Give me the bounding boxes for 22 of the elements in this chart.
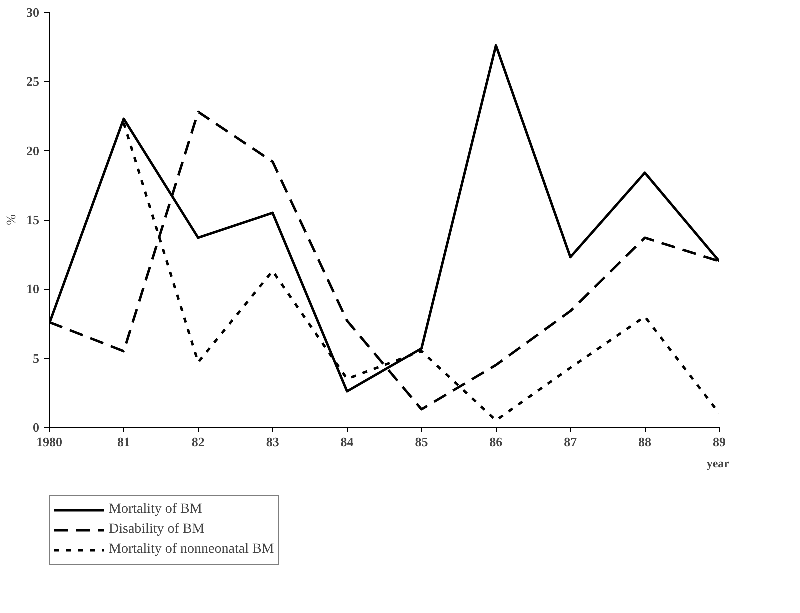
legend-label: Mortality of nonneonatal BM xyxy=(109,542,274,558)
x-axis-title: year xyxy=(706,456,730,470)
y-tick-label: 25 xyxy=(26,74,40,90)
y-tick-label: 5 xyxy=(33,350,40,366)
y-tick-label: 15 xyxy=(26,212,40,228)
legend-label: Mortality of BM xyxy=(109,502,202,518)
x-tick-label: 81 xyxy=(117,434,130,450)
x-tick-label: 86 xyxy=(490,434,504,450)
y-tick-label: 10 xyxy=(26,282,40,297)
x-tick-label: 1980 xyxy=(36,434,62,450)
x-tick-label: 85 xyxy=(415,434,429,450)
x-tick-label: 82 xyxy=(192,434,205,450)
x-tick-label: 83 xyxy=(266,434,280,450)
y-axis-title: % xyxy=(4,214,18,226)
x-tick-label: 88 xyxy=(638,434,652,450)
y-tick-label: 20 xyxy=(26,143,40,158)
x-tick-label: 84 xyxy=(340,434,354,450)
x-tick-label: 87 xyxy=(564,434,578,450)
legend-label: Disability of BM xyxy=(109,522,205,538)
x-tick-label: 89 xyxy=(713,434,726,450)
y-tick-label: 30 xyxy=(26,5,40,20)
y-tick-label: 0 xyxy=(33,420,40,435)
